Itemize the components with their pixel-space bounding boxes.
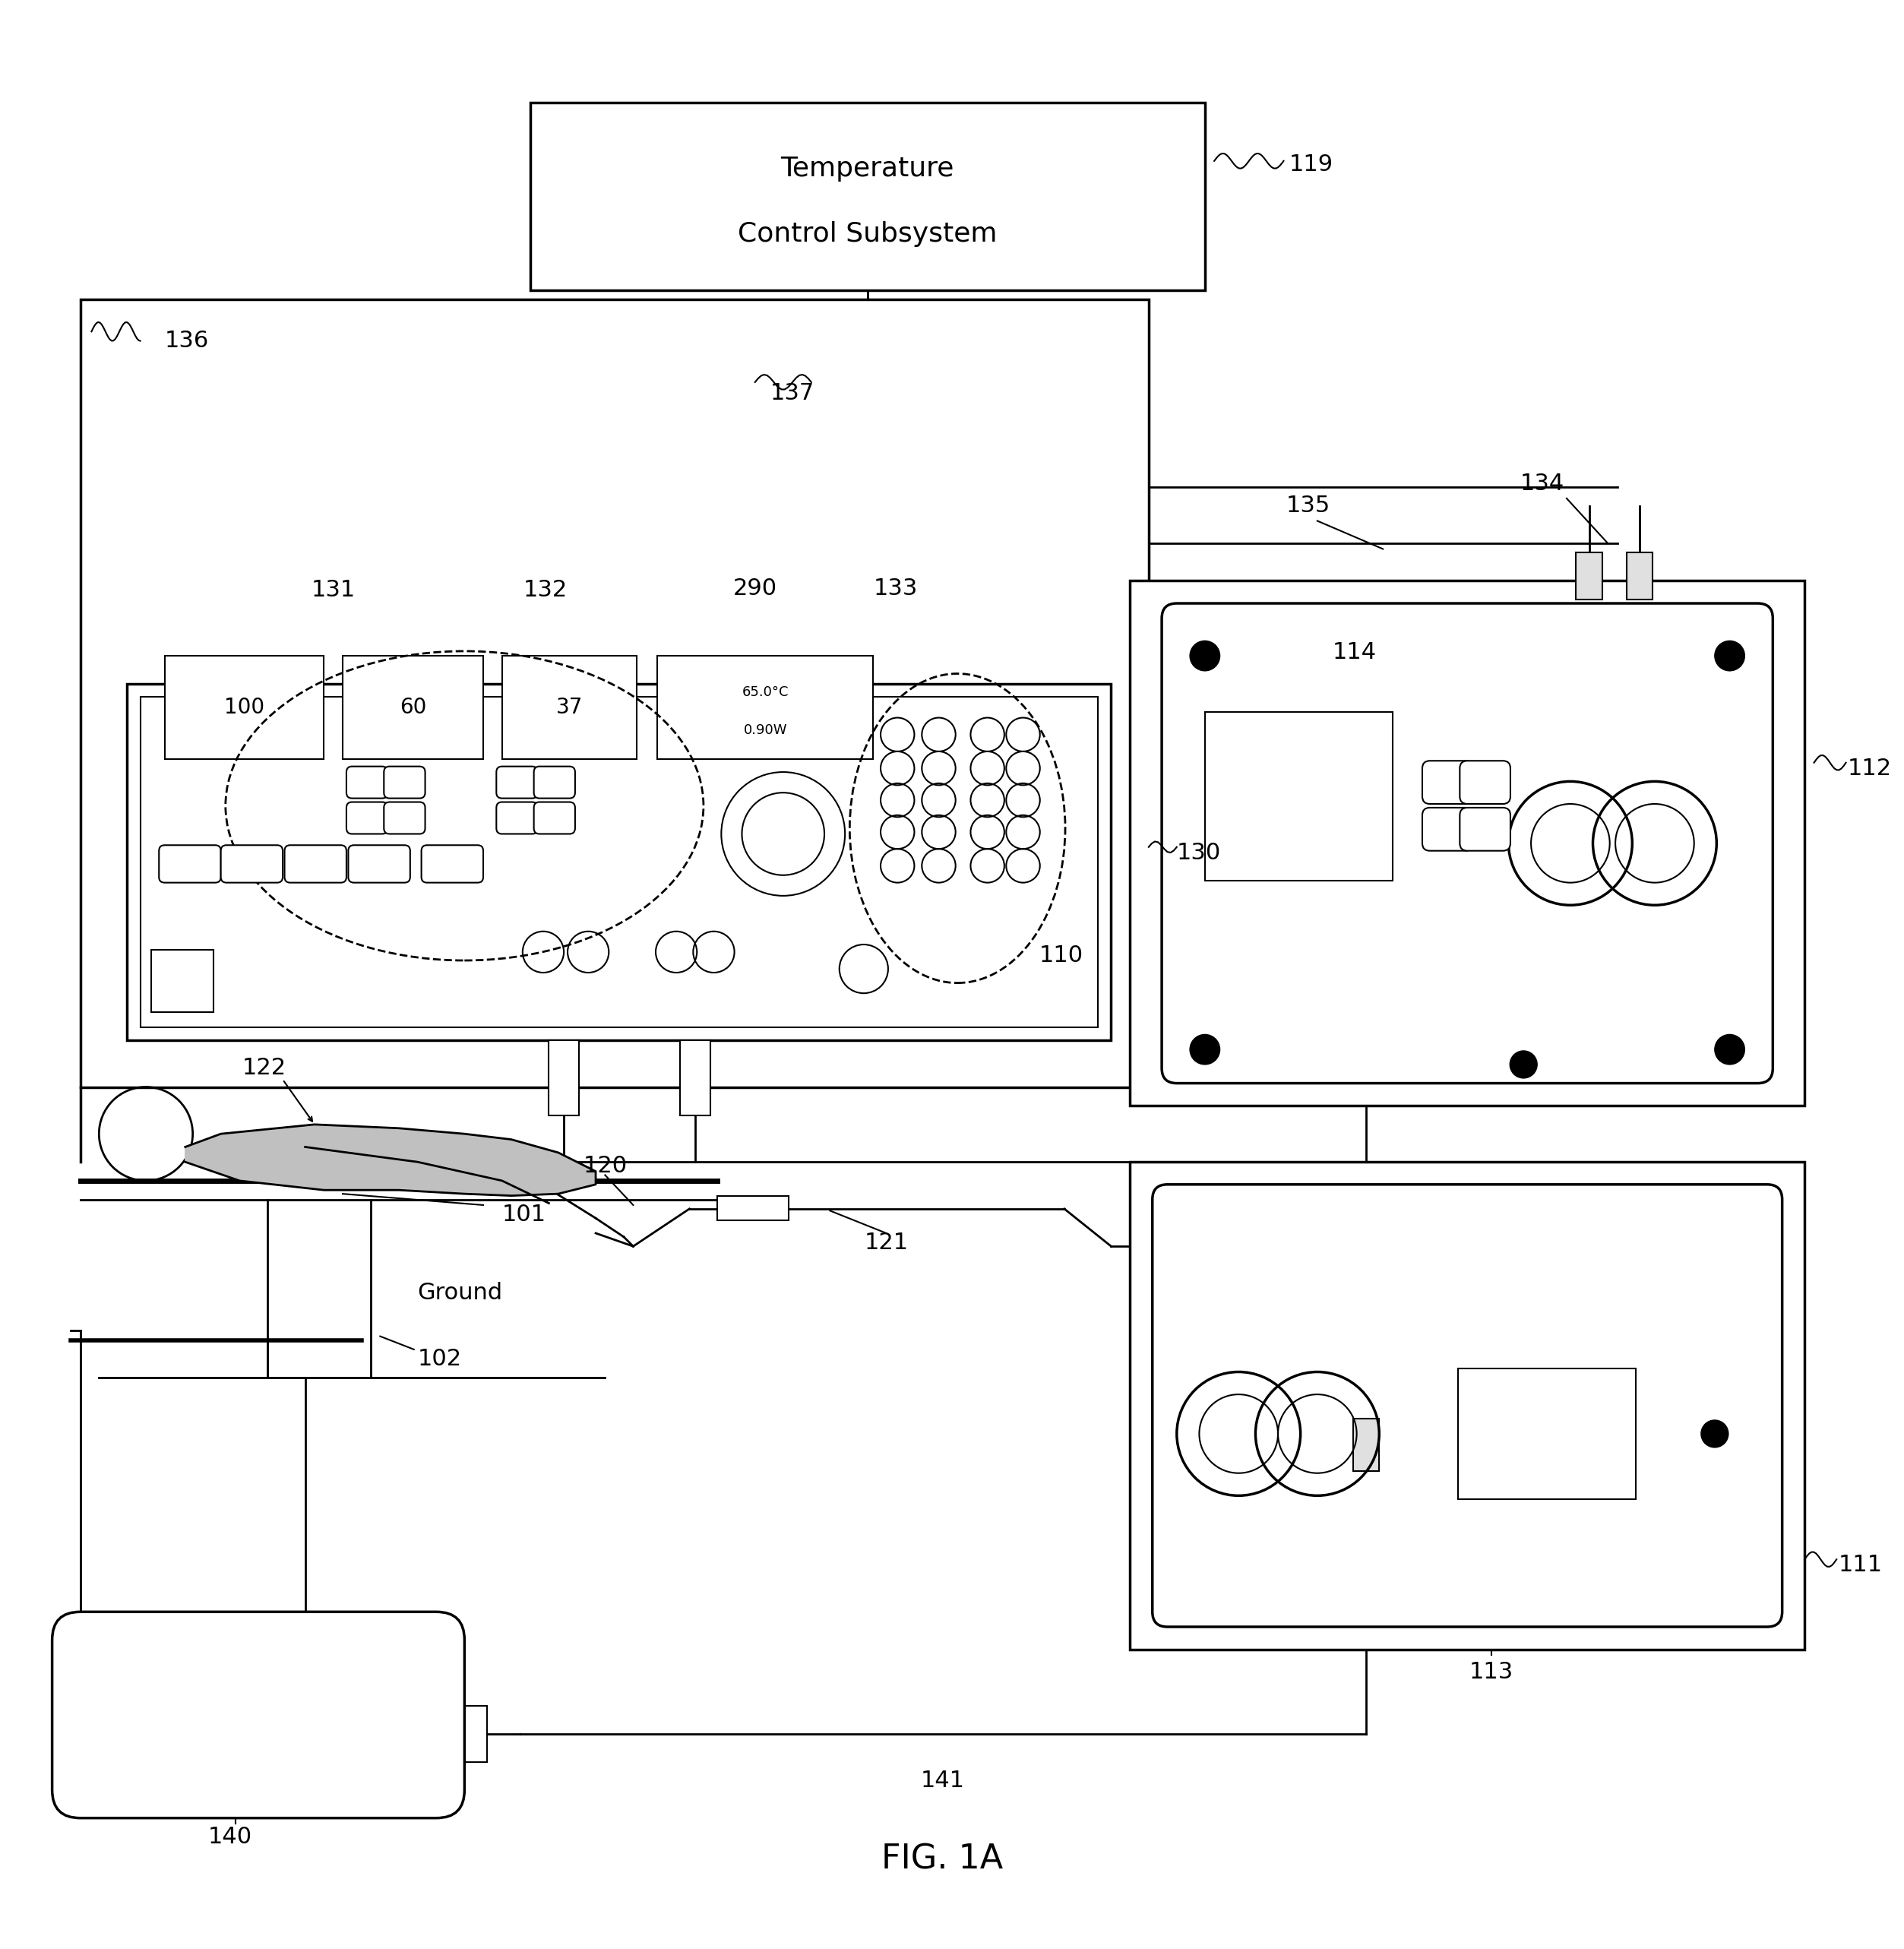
Text: 137: 137 <box>769 382 815 403</box>
Circle shape <box>1190 1035 1220 1064</box>
FancyBboxPatch shape <box>1422 760 1474 803</box>
Bar <box>1626 554 1653 600</box>
Bar <box>548 1041 579 1115</box>
Text: 0.90W: 0.90W <box>743 723 786 737</box>
FancyBboxPatch shape <box>421 846 484 883</box>
Text: 114: 114 <box>1333 641 1377 663</box>
FancyBboxPatch shape <box>1152 1185 1782 1627</box>
Circle shape <box>1190 641 1220 670</box>
Circle shape <box>1716 1035 1744 1064</box>
Text: 290: 290 <box>733 577 777 600</box>
Circle shape <box>1702 1421 1727 1446</box>
Bar <box>141 698 1099 1027</box>
Text: 112: 112 <box>1847 758 1893 780</box>
Text: 37: 37 <box>556 696 583 717</box>
Text: 121: 121 <box>864 1232 908 1253</box>
Text: Temperature: Temperature <box>781 156 954 181</box>
Text: 60: 60 <box>400 696 426 717</box>
Bar <box>152 949 213 1012</box>
FancyBboxPatch shape <box>385 766 425 799</box>
Text: Control Subsystem: Control Subsystem <box>737 220 998 248</box>
FancyBboxPatch shape <box>1460 760 1510 803</box>
Text: 135: 135 <box>1285 495 1331 516</box>
Text: 132: 132 <box>524 579 567 600</box>
Text: 120: 120 <box>583 1154 626 1177</box>
Text: 136: 136 <box>164 329 209 353</box>
Bar <box>657 655 874 758</box>
Circle shape <box>1716 641 1744 670</box>
Text: FIG. 1A: FIG. 1A <box>882 1844 1003 1875</box>
FancyBboxPatch shape <box>533 766 575 799</box>
Bar <box>1354 1419 1378 1471</box>
Text: 102: 102 <box>417 1349 463 1370</box>
Bar <box>164 655 324 758</box>
Bar <box>529 103 1205 290</box>
FancyBboxPatch shape <box>1161 604 1773 1084</box>
Text: 140: 140 <box>208 1826 253 1848</box>
Text: 110: 110 <box>1040 945 1083 967</box>
Bar <box>718 1195 788 1220</box>
FancyBboxPatch shape <box>284 846 347 883</box>
FancyBboxPatch shape <box>497 766 537 799</box>
Bar <box>1577 554 1603 600</box>
Bar <box>440 1705 487 1762</box>
Bar <box>503 655 638 758</box>
Bar <box>80 300 1148 1088</box>
FancyBboxPatch shape <box>348 846 409 883</box>
Text: 141: 141 <box>920 1770 965 1791</box>
Bar <box>680 1041 710 1115</box>
FancyBboxPatch shape <box>221 846 282 883</box>
Text: 113: 113 <box>1470 1661 1514 1682</box>
FancyBboxPatch shape <box>497 803 537 834</box>
FancyBboxPatch shape <box>1460 807 1510 852</box>
Text: 131: 131 <box>310 579 356 600</box>
Bar <box>1458 1368 1636 1499</box>
FancyBboxPatch shape <box>533 803 575 834</box>
Text: 134: 134 <box>1519 472 1565 495</box>
Text: 100: 100 <box>225 696 265 717</box>
FancyBboxPatch shape <box>51 1612 465 1818</box>
FancyBboxPatch shape <box>158 846 221 883</box>
Text: Ground: Ground <box>417 1282 503 1304</box>
Text: 133: 133 <box>874 577 918 600</box>
Text: 101: 101 <box>503 1203 546 1226</box>
Bar <box>128 684 1112 1041</box>
Circle shape <box>1510 1051 1537 1078</box>
FancyBboxPatch shape <box>347 803 388 834</box>
Text: 122: 122 <box>242 1056 286 1080</box>
Bar <box>1129 1162 1805 1649</box>
Bar <box>1129 581 1805 1105</box>
Text: 111: 111 <box>1839 1553 1883 1577</box>
Text: 130: 130 <box>1177 842 1220 863</box>
FancyBboxPatch shape <box>347 766 388 799</box>
Text: 65.0°C: 65.0°C <box>743 686 788 700</box>
Bar <box>343 655 484 758</box>
Polygon shape <box>185 1125 596 1195</box>
FancyBboxPatch shape <box>1422 807 1474 852</box>
Bar <box>1205 711 1392 881</box>
Text: 119: 119 <box>1289 154 1333 175</box>
FancyBboxPatch shape <box>385 803 425 834</box>
